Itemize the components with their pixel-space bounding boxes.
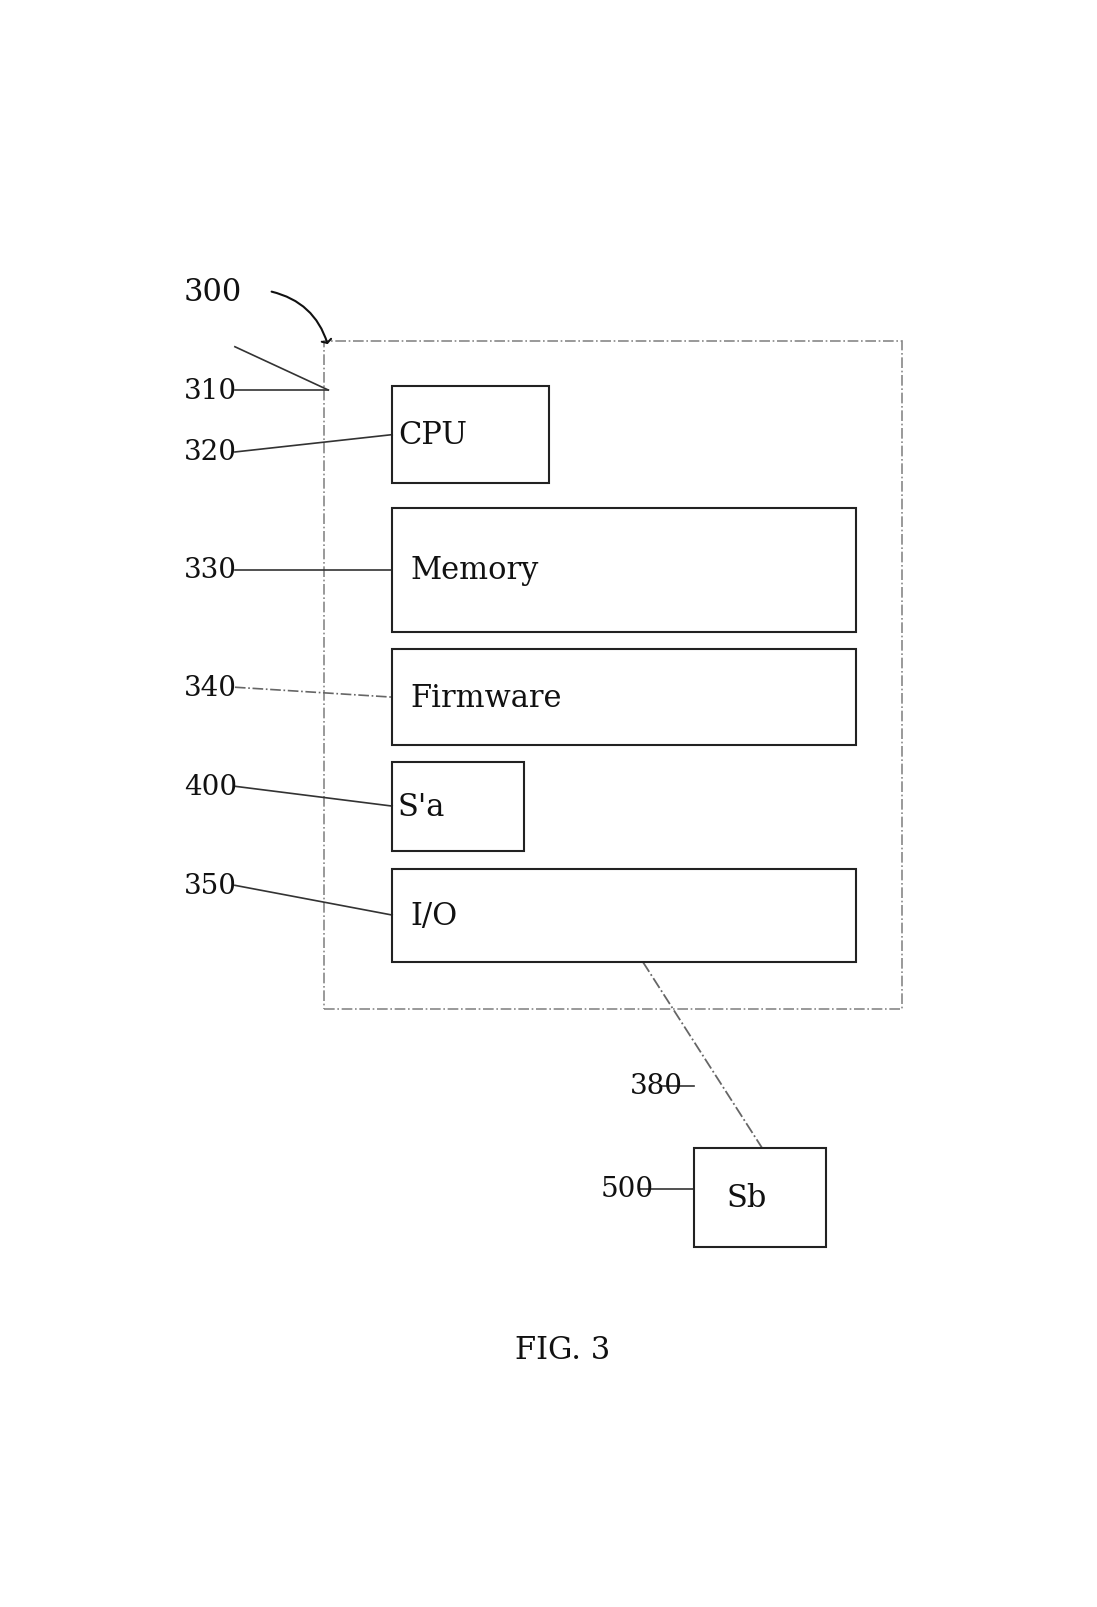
Text: Sb: Sb <box>727 1183 767 1213</box>
Bar <box>393 649 856 746</box>
Text: 350: 350 <box>184 873 237 900</box>
Text: S'a: S'a <box>397 791 444 823</box>
Bar <box>393 387 550 484</box>
Text: 310: 310 <box>184 378 237 405</box>
Text: 500: 500 <box>600 1175 654 1202</box>
Text: 300: 300 <box>184 276 242 307</box>
Bar <box>393 869 856 963</box>
Text: Firmware: Firmware <box>410 683 562 714</box>
Text: 330: 330 <box>184 556 237 583</box>
Text: Memory: Memory <box>410 554 539 585</box>
Text: CPU: CPU <box>398 419 467 452</box>
Text: 320: 320 <box>184 439 237 466</box>
Bar <box>694 1147 826 1247</box>
Text: 380: 380 <box>630 1073 683 1099</box>
Text: 400: 400 <box>184 773 237 800</box>
Bar <box>393 508 856 632</box>
Bar <box>325 341 903 1009</box>
Text: I/O: I/O <box>410 900 457 932</box>
Text: 340: 340 <box>184 675 237 701</box>
Bar <box>393 762 524 852</box>
Text: FIG. 3: FIG. 3 <box>514 1334 610 1366</box>
